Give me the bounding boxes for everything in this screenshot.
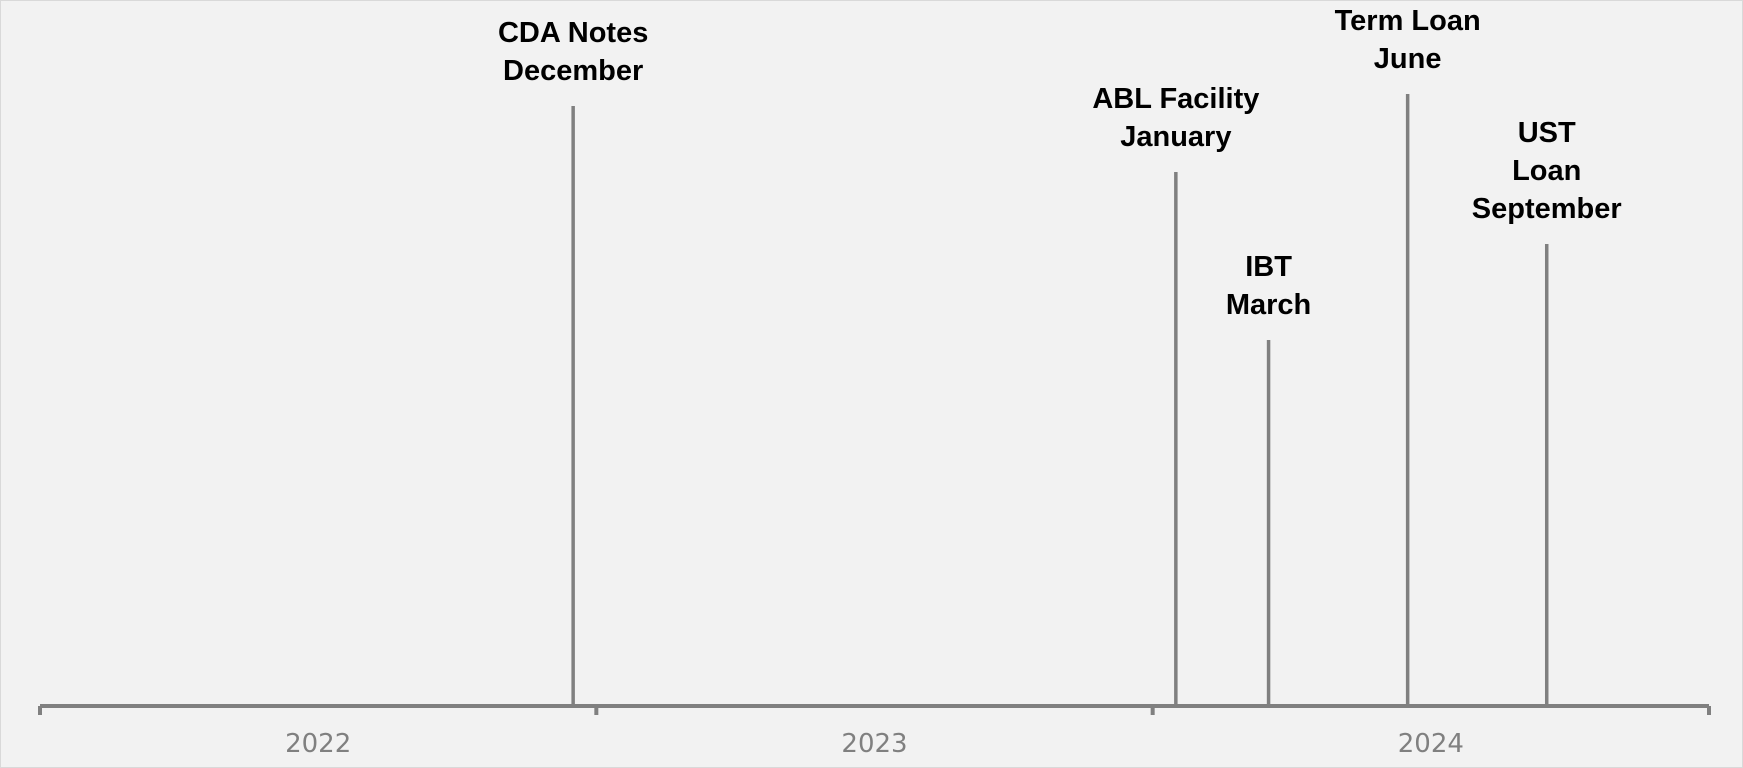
event-label-line: March — [1226, 289, 1311, 321]
event-labels: CDA Notes December ABL Facility January IBT M… — [498, 5, 1622, 321]
year-label-2024: 2024 — [1398, 729, 1464, 759]
event-label-term-loan: Term Loan June — [1335, 5, 1481, 75]
event-label-line: IBT — [1245, 251, 1292, 283]
event-label-line: Term Loan — [1335, 5, 1481, 37]
event-label-ust-loan: UST Loan September — [1472, 117, 1622, 225]
event-label-cda-notes: CDA Notes December — [498, 17, 648, 87]
year-labels: 2022 2023 2024 — [285, 729, 1464, 759]
event-label-line: June — [1374, 43, 1442, 75]
event-label-line: CDA Notes — [498, 17, 648, 49]
event-label-ibt: IBT March — [1226, 251, 1311, 321]
event-label-line: ABL Facility — [1092, 83, 1259, 115]
event-label-abl-facility: ABL Facility January — [1092, 83, 1259, 153]
event-label-line: December — [503, 55, 643, 87]
event-label-line: September — [1472, 193, 1622, 225]
year-label-2022: 2022 — [285, 729, 351, 759]
event-label-line: UST — [1518, 117, 1576, 149]
year-ticks — [38, 706, 1711, 715]
year-label-2023: 2023 — [841, 729, 907, 759]
event-label-line: January — [1120, 121, 1231, 153]
event-label-line: Loan — [1512, 155, 1581, 187]
event-lines — [571, 94, 1549, 706]
